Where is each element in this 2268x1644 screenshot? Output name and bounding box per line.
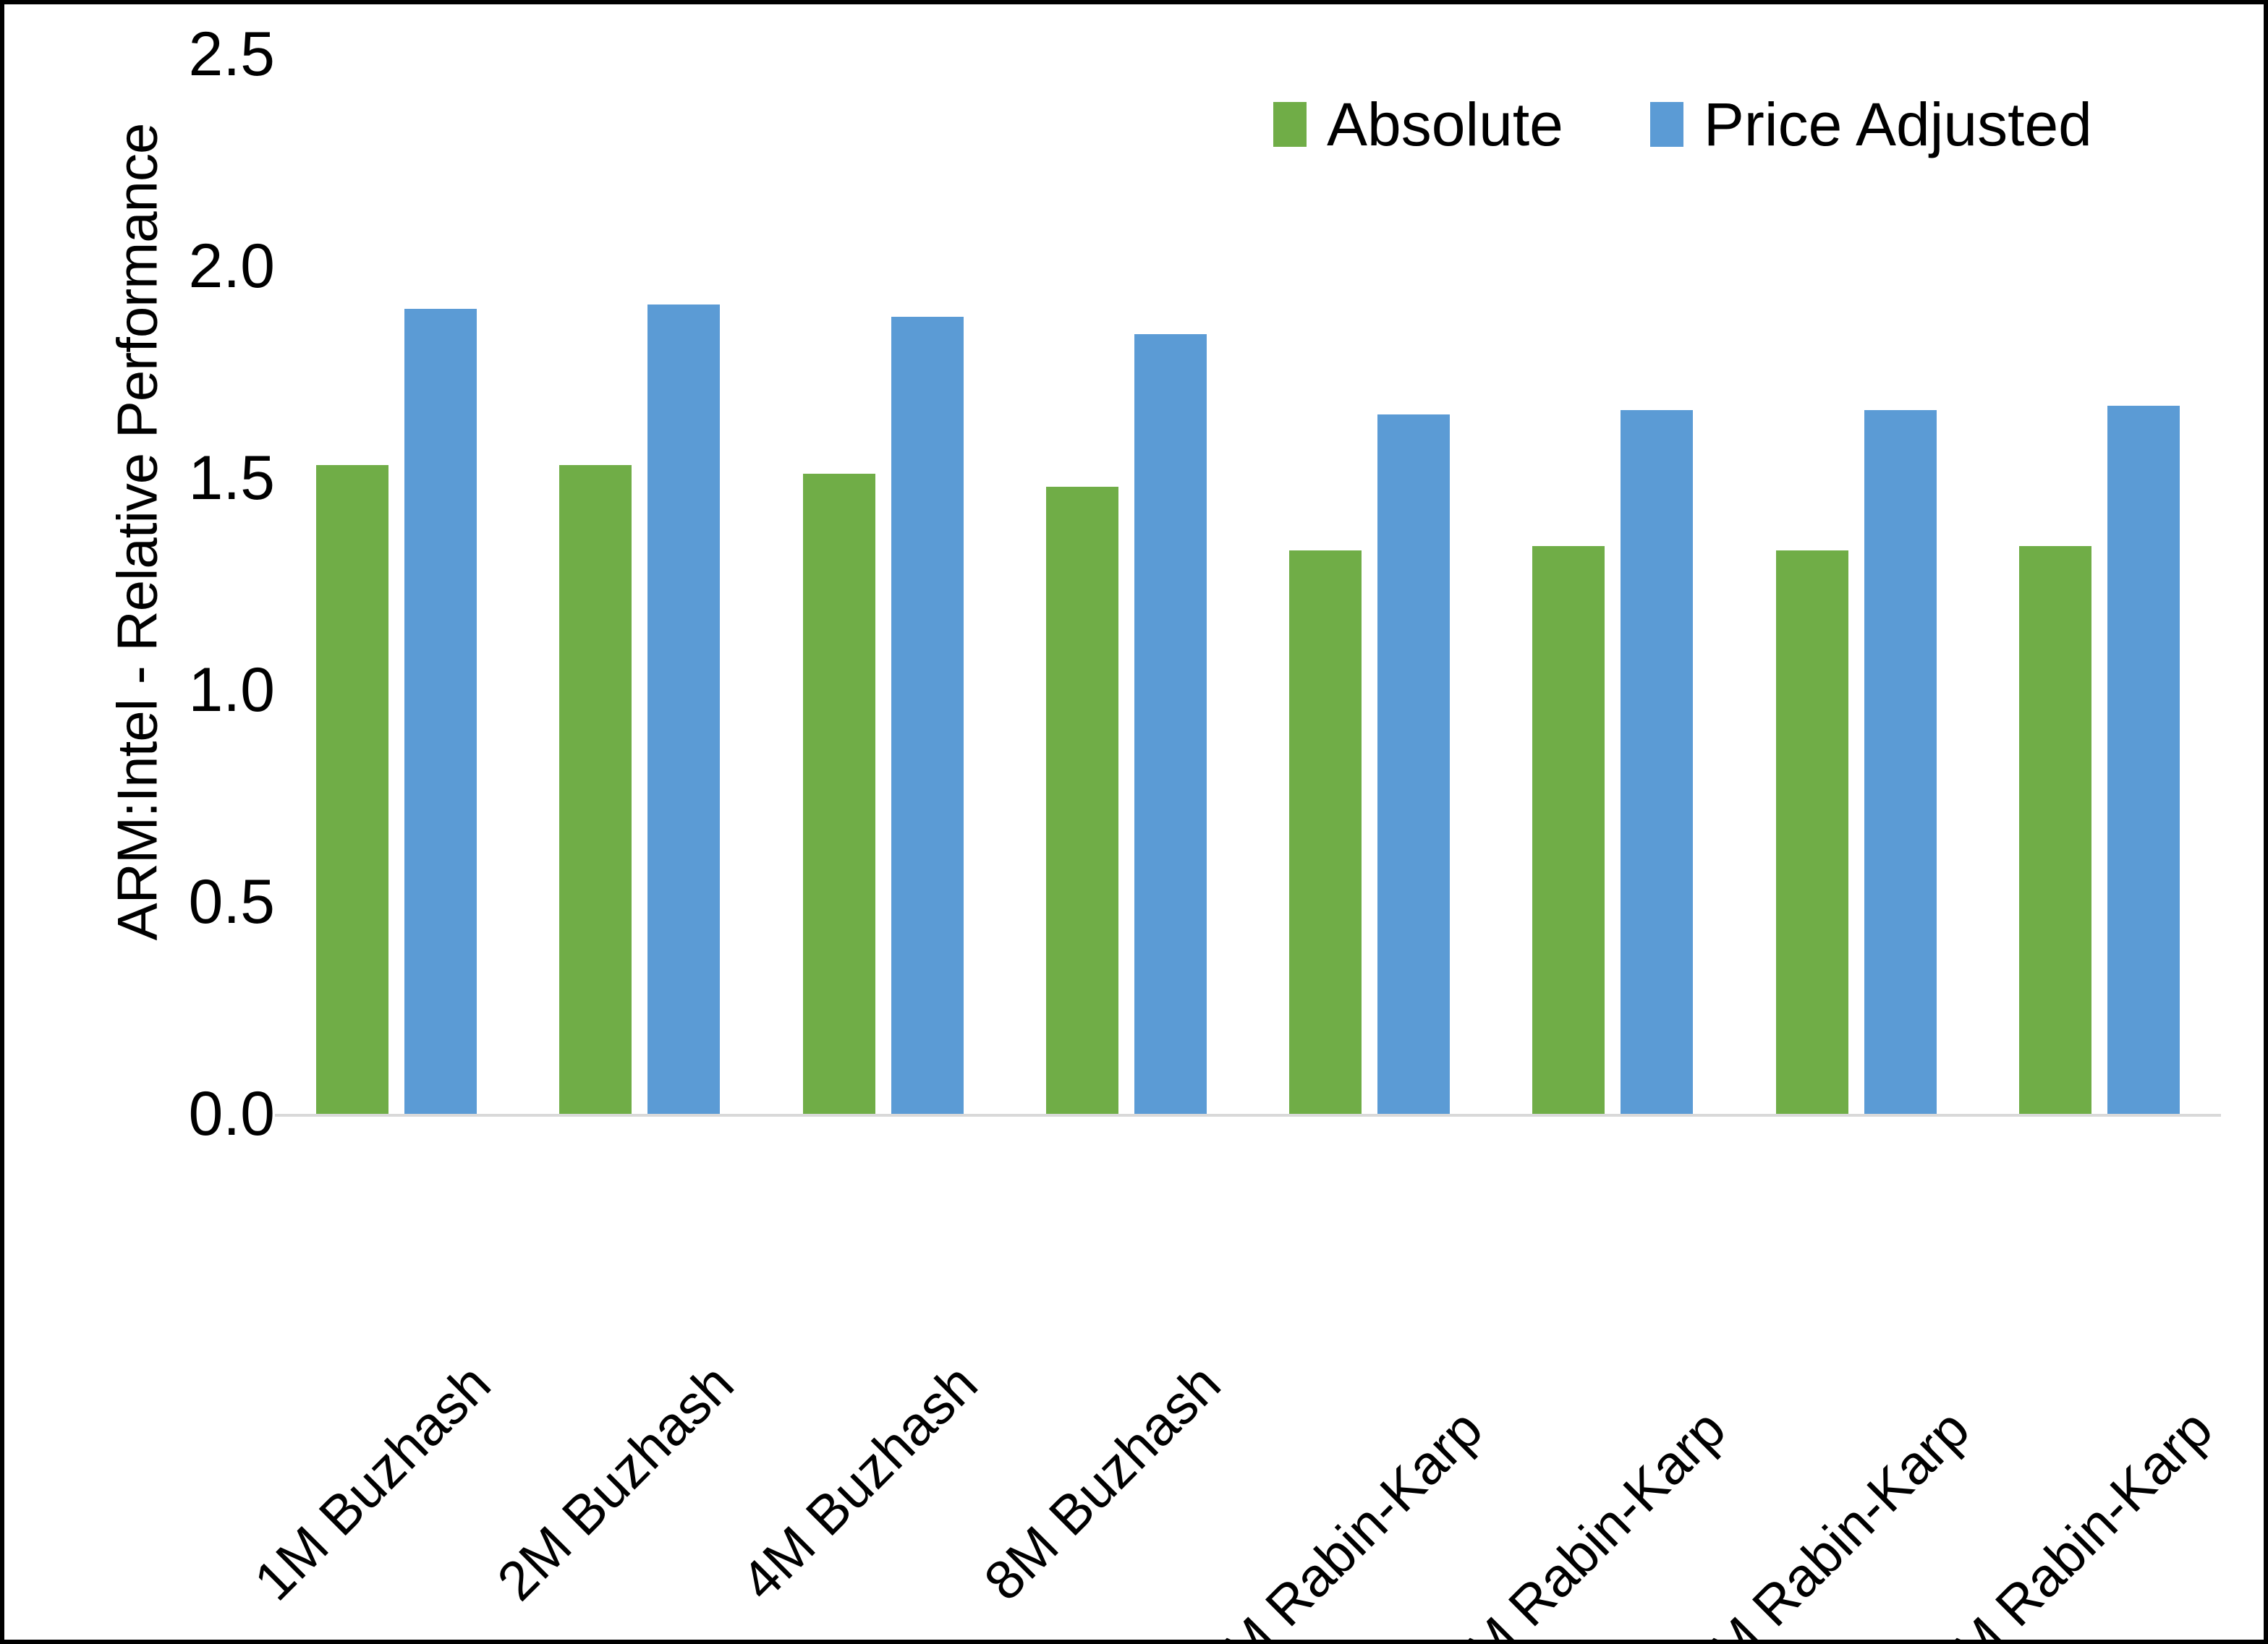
legend-entry-absolute[interactable]: Absolute <box>1273 94 1563 155</box>
x-axis-tick-labels: 1M Buzhash 2M Buzhash 4M Buzhash 8M Buzh… <box>243 1125 2225 1644</box>
bar-price-adjusted[interactable] <box>404 308 477 1114</box>
bar-absolute[interactable] <box>1289 550 1362 1114</box>
bar-absolute[interactable] <box>1045 486 1118 1114</box>
x-tick-cell: 1M Rabin-Karp <box>1189 1125 1495 1644</box>
bar-price-adjusted[interactable] <box>891 317 964 1114</box>
bar-absolute[interactable] <box>1775 550 1848 1114</box>
x-tick-cell: 1M Buzhash <box>243 1125 518 1612</box>
chart-legend: Absolute Price Adjusted <box>1273 94 2092 155</box>
bar-price-adjusted[interactable] <box>1864 410 1937 1114</box>
bar-group <box>275 54 518 1114</box>
legend-entry-price-adjusted[interactable]: Price Adjusted <box>1649 90 2092 158</box>
x-tick-cell: 8M Buzhash <box>972 1125 1248 1612</box>
x-tick-cell: 4M Rabin-Karp <box>1676 1125 1982 1644</box>
x-tick-cell: 8M Rabin-Karp <box>1919 1125 2225 1644</box>
plot-area <box>275 54 2221 1114</box>
bar-group <box>1248 54 1491 1114</box>
bar-absolute[interactable] <box>2018 545 2091 1114</box>
y-tick-label: 2.0 <box>188 231 275 301</box>
x-tick-cell: 4M Buzhash <box>729 1125 1005 1612</box>
y-tick-label: 0.5 <box>188 867 275 937</box>
legend-label: Absolute <box>1327 90 1563 158</box>
bar-group <box>1735 54 1978 1114</box>
bar-price-adjusted[interactable] <box>2107 406 2180 1114</box>
bar-group <box>518 54 761 1114</box>
bar-price-adjusted[interactable] <box>1377 414 1451 1114</box>
bar-absolute[interactable] <box>559 465 632 1114</box>
bar-price-adjusted[interactable] <box>1621 410 1694 1114</box>
y-tick-label: 2.5 <box>188 20 275 89</box>
bar-group <box>1978 54 2221 1114</box>
bar-absolute[interactable] <box>1532 545 1605 1114</box>
y-axis-tick-labels: 2.5 2.0 1.5 1.0 0.5 0.0 <box>101 0 275 1644</box>
bar-group <box>1005 54 1248 1114</box>
green-square-icon <box>1273 102 1307 147</box>
bar-absolute[interactable] <box>802 474 875 1114</box>
y-tick-label: 0.0 <box>188 1079 275 1149</box>
y-tick-label: 1.5 <box>188 443 275 513</box>
y-tick-label: 1.0 <box>188 655 275 725</box>
bar-absolute[interactable] <box>316 465 389 1114</box>
bar-group <box>762 54 1005 1114</box>
x-axis-baseline <box>275 1114 2221 1117</box>
bar-price-adjusted[interactable] <box>647 304 721 1114</box>
bar-price-adjusted[interactable] <box>1134 333 1207 1114</box>
x-tick-cell: 2M Rabin-Karp <box>1432 1125 1738 1644</box>
x-tick-cell: 2M Buzhash <box>486 1125 761 1612</box>
legend-label: Price Adjusted <box>1703 90 2092 158</box>
bar-groups <box>275 54 2221 1114</box>
blue-square-icon <box>1649 102 1683 147</box>
bar-group <box>1491 54 1734 1114</box>
